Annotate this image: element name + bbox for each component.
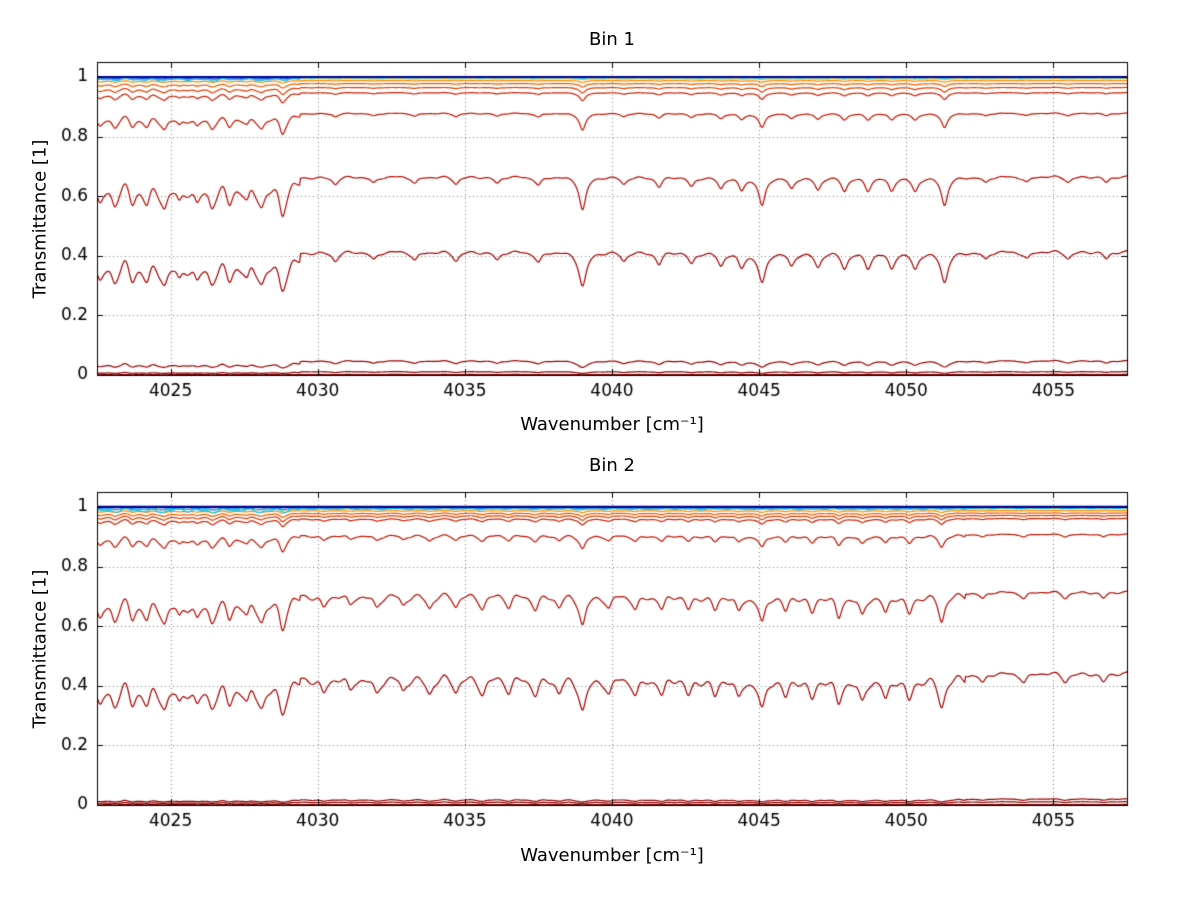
plot1-y-axis-label: Transmittance [1] [29,139,51,299]
plot2-y-axis-label: Transmittance [1] [29,569,51,729]
plot1-title: Bin 1 [589,29,635,50]
plot2-title: Bin 2 [589,455,635,476]
plot1-x-axis-label: Wavenumber [cm⁻¹] [520,414,704,435]
plot2-x-axis-label: Wavenumber [cm⁻¹] [520,845,704,866]
